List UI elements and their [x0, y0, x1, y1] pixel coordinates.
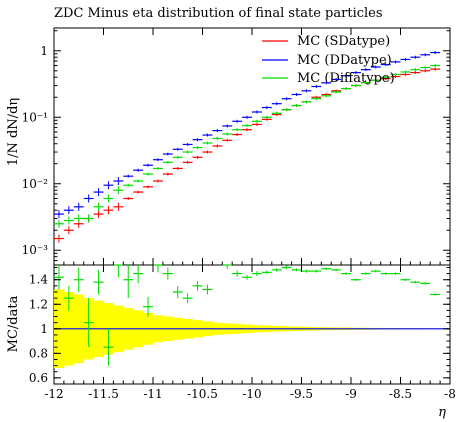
y-axis-label: 1/N dN/dη [6, 98, 21, 166]
ratio-plot-area [54, 264, 450, 369]
x-tick-label: -10.5 [187, 387, 218, 401]
series-mc-diffatype- [54, 64, 441, 228]
ratio-y-axis-label: MC/data [6, 295, 21, 352]
y-tick-label: 10⁻¹ [22, 110, 48, 124]
x-axis-label: η [438, 405, 446, 420]
x-tick-label: -9 [345, 387, 357, 401]
ratio-y-tick-label: 0.8 [29, 346, 48, 360]
y-tick-label: 10⁻³ [22, 243, 49, 257]
main-plot-area [54, 51, 441, 243]
legend: MC (SDatype) MC (DDatype) MC (Diffatype) [262, 34, 395, 86]
x-tick-label: -11.5 [88, 387, 119, 401]
y-tick-label: 1 [40, 44, 48, 58]
x-tick-label: -8 [444, 387, 456, 401]
ratio-y-tick-label: 1.2 [29, 297, 48, 311]
x-tick-label: -11 [143, 387, 162, 401]
chart-title: ZDC Minus eta distribution of final stat… [54, 6, 383, 21]
x-tick-label: -8.5 [389, 387, 412, 401]
ratio-y-tick-label: 1.4 [29, 273, 48, 287]
legend-label-diffatype: MC (Diffatype) [297, 71, 395, 86]
series-mc-sdatype- [54, 67, 441, 243]
ratio-y-tick-label: 0.6 [29, 371, 48, 385]
x-tick-label: -12 [44, 387, 63, 401]
ratio-y-tick-label: 1 [40, 322, 48, 336]
y-tick-label: 10⁻² [22, 177, 49, 191]
axes: -12 -11.5 -11 -10.5 -10 -9.5 -9 -8.5 -8 10⁻³ 10⁻² 1… [22, 28, 456, 401]
ratio-series-diffatype [54, 264, 441, 366]
x-tick-label: -10 [242, 387, 261, 401]
legend-label-ddatype: MC (DDatype) [297, 53, 392, 68]
legend-label-sdatype: MC (SDatype) [297, 34, 390, 49]
x-tick-label: -9.5 [290, 387, 313, 401]
series-mc-ddatype- [54, 51, 441, 219]
